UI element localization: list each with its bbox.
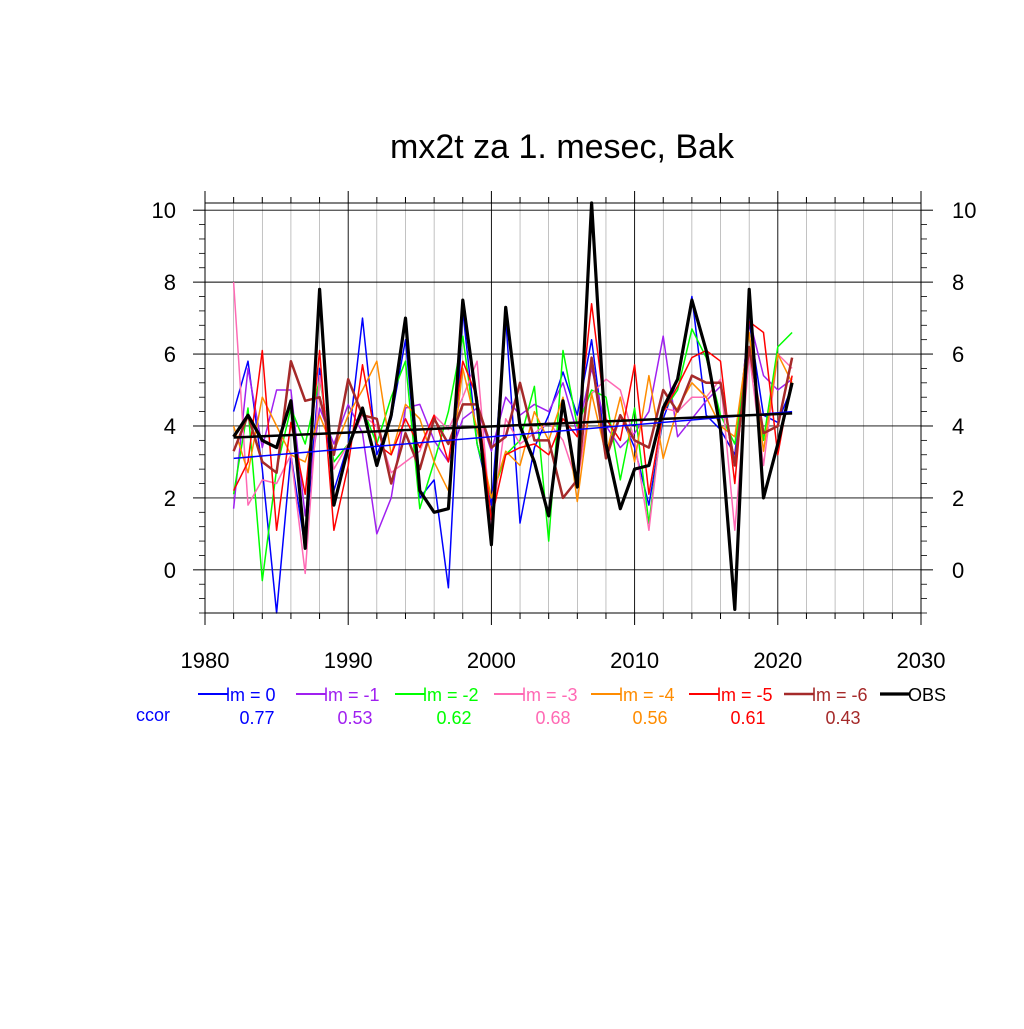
legend-label: lm = -1 <box>324 685 380 705</box>
trend-line <box>233 410 793 460</box>
x-tick-label: 2000 <box>467 648 516 673</box>
series-line <box>232 345 794 500</box>
series-line <box>232 201 794 612</box>
legend-label: lm = -3 <box>522 685 578 705</box>
y-tick-label-right: 0 <box>952 558 964 583</box>
series-line <box>232 302 793 532</box>
x-tick-label: 2010 <box>610 648 659 673</box>
ccor-value: 0.53 <box>337 708 372 728</box>
y-tick-label-left: 6 <box>164 342 176 367</box>
chart-title: mx2t za 1. mesec, Bak <box>390 128 735 166</box>
y-tick-label-left: 8 <box>164 270 176 295</box>
y-tick-label-left: 4 <box>164 414 176 439</box>
ccor-value: 0.77 <box>239 708 274 728</box>
y-tick-label-right: 4 <box>952 414 964 439</box>
legend-label: lm = -2 <box>423 685 479 705</box>
series-layer <box>232 201 794 614</box>
legend-label: lm = -4 <box>619 685 675 705</box>
ccor-value: 0.62 <box>436 708 471 728</box>
y-tick-label-left: 2 <box>164 486 176 511</box>
grid-layer <box>204 203 922 613</box>
ccor-value: 0.61 <box>730 708 765 728</box>
y-tick-label-left: 10 <box>152 198 176 223</box>
ccor-value: 0.56 <box>632 708 667 728</box>
ccor-label: ccor <box>136 705 170 725</box>
legend-label: lm = -5 <box>717 685 773 705</box>
y-tick-label-left: 0 <box>164 558 176 583</box>
x-tick-label: 2020 <box>753 648 802 673</box>
legend: lm = 0 lm = -1 lm = -2 lm = -3 lm = -4 lm = -… <box>136 685 946 728</box>
plot-frame <box>204 202 922 614</box>
ccor-value: 0.43 <box>825 708 860 728</box>
y-tick-label-right: 10 <box>952 198 976 223</box>
y-tick-label-right: 8 <box>952 270 964 295</box>
y-tick-label-right: 6 <box>952 342 964 367</box>
legend-label: lm = -6 <box>812 685 868 705</box>
y-tick-label-right: 2 <box>952 486 964 511</box>
trend-line <box>233 412 793 439</box>
legend-label: lm = 0 <box>226 685 276 705</box>
x-tick-label: 2030 <box>897 648 946 673</box>
x-tick-label: 1980 <box>181 648 230 673</box>
legend-label: OBS <box>908 685 946 705</box>
axis-layer: 1980 1990 2000 2010 2020 2030 0 0 2 2 4 4 6 6 8 8 10 10 <box>152 191 976 673</box>
x-tick-label: 1990 <box>324 648 373 673</box>
ccor-value: 0.68 <box>535 708 570 728</box>
